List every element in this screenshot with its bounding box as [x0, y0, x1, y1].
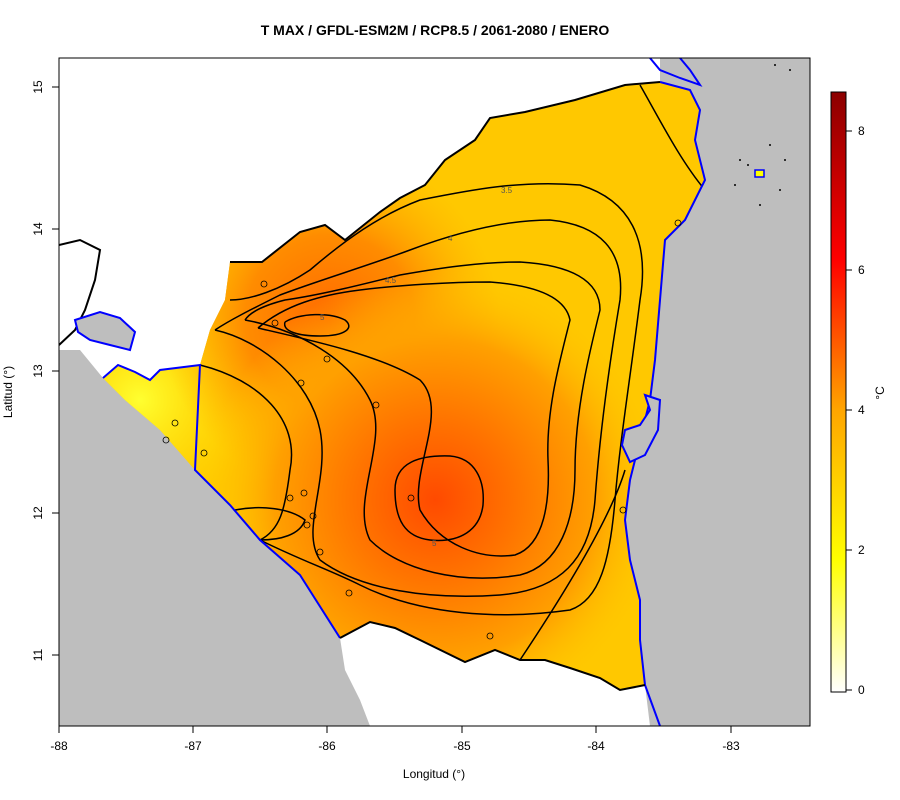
- x-axis: -88 -87 -86 -85 -84 -83 Longitud (°): [50, 725, 740, 781]
- y-tick-label: 14: [31, 222, 45, 236]
- colorbar-unit: °C: [873, 386, 887, 400]
- caribbean-coastline: [623, 81, 707, 726]
- contour-label-4: 4: [448, 234, 453, 243]
- colorbar-tick: 0: [858, 683, 865, 697]
- colorbar: 0 2 4 6 8 °C: [830, 91, 887, 697]
- y-tick-label: 11: [31, 648, 45, 661]
- map-title: T MAX / GFDL-ESM2M / RCP8.5 / 2061-2080 …: [260, 22, 610, 38]
- contour-label-5-north: 5: [320, 313, 325, 322]
- costa-rica-border: [339, 620, 646, 692]
- country-border-west: [59, 238, 102, 346]
- contour-label-3.5: 3.5: [501, 186, 513, 195]
- station-markers: [162, 219, 682, 640]
- x-tick-label: -87: [184, 739, 202, 753]
- y-axis-label: Latitud (°): [1, 366, 15, 418]
- y-tick-label: 12: [31, 506, 45, 520]
- colorbar-tick: 4: [858, 403, 865, 417]
- x-tick-label: -84: [587, 739, 605, 753]
- contour-label-4.5: 4.5: [385, 276, 397, 285]
- y-tick-label: 13: [31, 364, 45, 378]
- colorbar-tick: 2: [858, 543, 865, 557]
- honduras-area: [59, 58, 660, 380]
- corn-islands: [734, 64, 791, 206]
- pacific-coastline: [102, 363, 341, 639]
- gulf-of-fonseca: [73, 310, 137, 352]
- costa-rica-area: [340, 622, 650, 726]
- x-tick-label: -85: [453, 739, 471, 753]
- contour-label-5-south: 5: [432, 539, 437, 548]
- colorbar-tick: 8: [858, 124, 865, 138]
- x-tick-label: -83: [722, 739, 740, 753]
- pearl-lagoon: [620, 393, 662, 464]
- x-tick-label: -86: [318, 739, 336, 753]
- x-axis-label: Longitud (°): [403, 767, 465, 781]
- colorbar-tick: 6: [858, 263, 865, 277]
- y-tick-label: 15: [31, 80, 45, 94]
- y-axis: 11 12 13 14 15 Latitud (°): [1, 80, 60, 661]
- coastline-north: [649, 58, 703, 87]
- honduras-border: [230, 81, 661, 263]
- map-plot-area: [59, 58, 810, 726]
- colorbar-scale: [830, 91, 847, 693]
- x-tick-label: -88: [50, 739, 68, 753]
